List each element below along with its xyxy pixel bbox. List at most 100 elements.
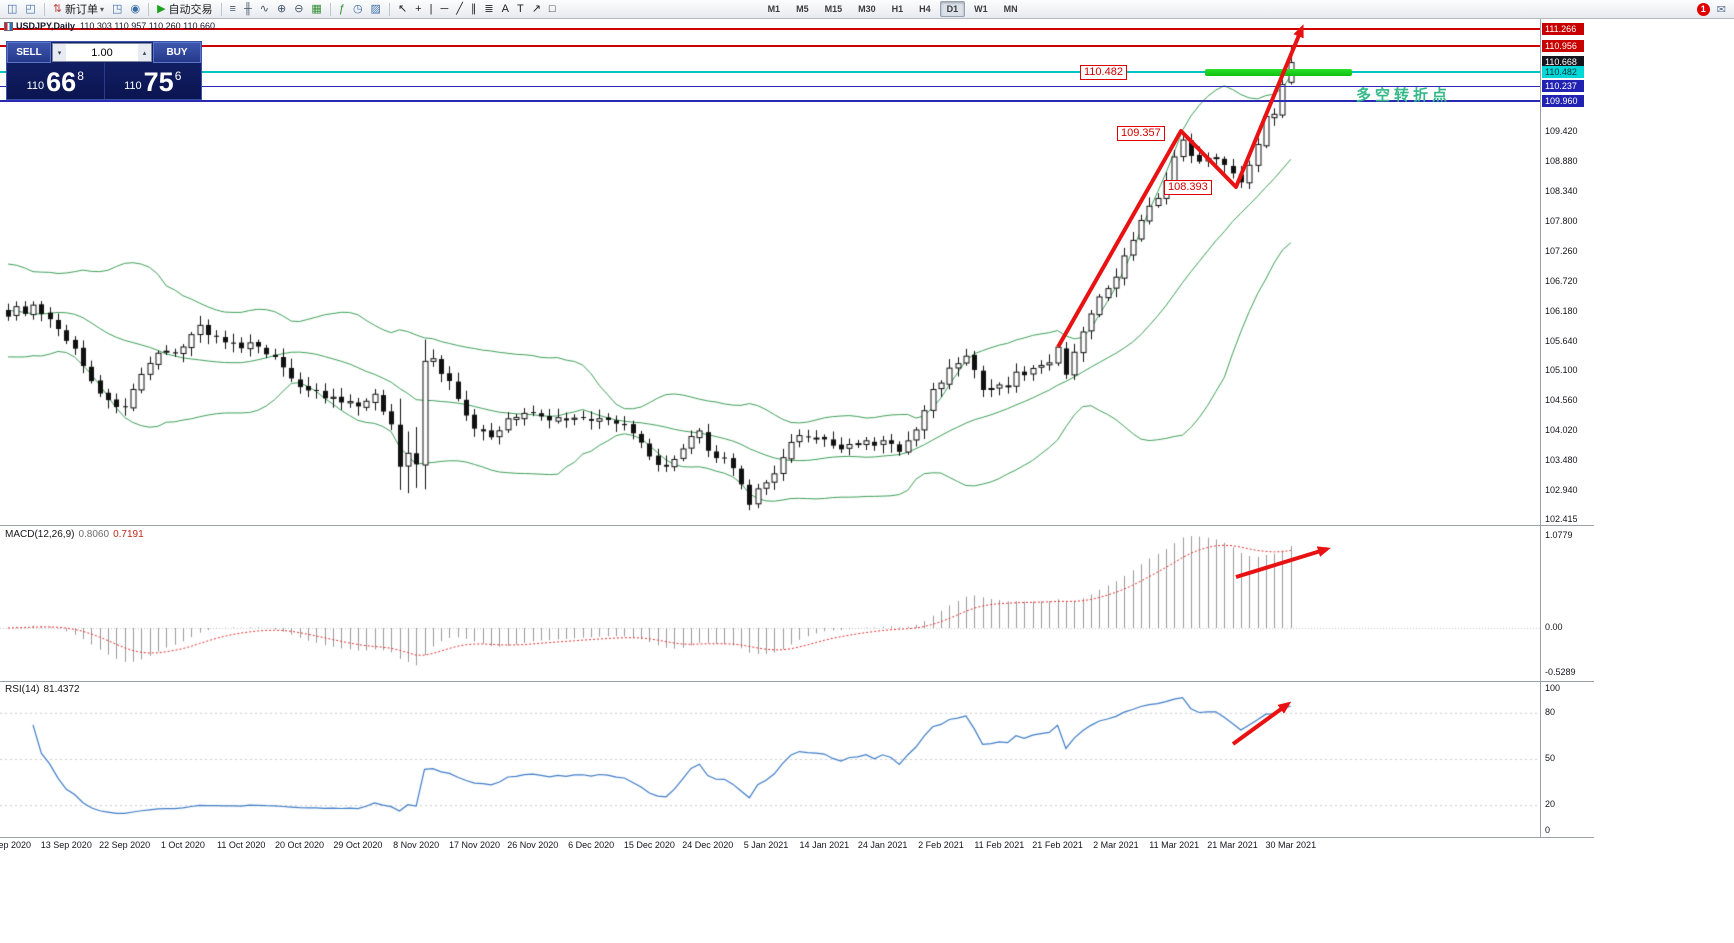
cursor-icon[interactable]: ↖ (395, 1, 410, 17)
sell-button[interactable]: SELL (7, 42, 51, 63)
date-label: 29 Oct 2020 (333, 840, 383, 850)
rsi-label: RSI(14) 81.4372 (5, 684, 80, 695)
date-label: 30 Mar 2021 (1265, 840, 1317, 850)
macd-label: MACD(12,26,9) 0.8060 0.7191 (5, 529, 144, 540)
text-icon[interactable]: A (499, 1, 512, 17)
zoom-in-icon[interactable]: ⊕ (274, 1, 289, 17)
vertical-line-icon[interactable]: | (427, 1, 436, 17)
timeframe-m5-button[interactable]: M5 (796, 4, 809, 14)
timeframe-d1-button[interactable]: D1 (939, 1, 966, 17)
support-zone-highlight[interactable] (1205, 69, 1352, 76)
panel-separator[interactable] (0, 525, 1594, 526)
auto-trading-icon: ▶ (157, 2, 166, 15)
mql5-community-icon[interactable]: ◉ (127, 1, 143, 17)
timeframe-m1-button[interactable]: M1 (767, 4, 781, 14)
shapes-icon[interactable]: □ (546, 1, 559, 17)
price-tick: 104.560 (1545, 395, 1578, 406)
news-icon[interactable]: ✉ (1716, 3, 1726, 16)
vertical-line-icon-glyph: | (429, 2, 433, 15)
horizontal-line-icon[interactable]: ─ (437, 1, 451, 17)
auto-trading-button[interactable]: ▶ 自动交易 (154, 1, 215, 17)
rsi-value: 81.4372 (43, 684, 80, 695)
timeframe-h4-button[interactable]: H4 (919, 4, 931, 14)
bid-price-big: 66 (46, 67, 77, 97)
level-line-110.482[interactable] (0, 71, 1540, 74)
label-icon-glyph: T (516, 2, 524, 15)
bid-price[interactable]: 110 66 8 (7, 63, 104, 99)
indicators-icon-glyph: ƒ (338, 2, 345, 15)
date-label: 22 Sep 2020 (99, 840, 151, 850)
price-flag-110.482[interactable]: 110.482 (1080, 65, 1127, 80)
chart-symbol: USDJPY,Daily (16, 21, 76, 31)
chart-title-icon (4, 21, 13, 31)
macd-name: MACD(12,26,9) (5, 529, 75, 540)
macd-signal-value: 0.7191 (113, 529, 144, 540)
toolbar-separator (43, 2, 45, 16)
trendline-icon[interactable]: ╱ (453, 1, 466, 17)
price-marker-110.956: 110.956 (1542, 40, 1584, 53)
rsi-tick: 80 (1545, 707, 1556, 717)
timeframe-m15-button[interactable]: M15 (824, 4, 843, 14)
bar-chart-icon-glyph: ≡ (229, 2, 236, 15)
new-order-button[interactable]: ⇅ 新订单 ▾ (50, 1, 107, 17)
rsi-tick: 20 (1545, 799, 1556, 809)
tile-windows-icon[interactable]: ▦ (308, 1, 324, 17)
date-label: 13 Sep 2020 (40, 840, 92, 850)
cursor-icon-glyph: ↖ (397, 2, 408, 15)
profiles-icon[interactable]: ◰ (22, 1, 38, 17)
periods-icon[interactable]: ◷ (350, 1, 366, 17)
chart-title: USDJPY,Daily 110.303 110.957 110.260 110… (4, 21, 215, 31)
volume-increase-button[interactable]: ▴ (138, 44, 151, 61)
volume-decrease-button[interactable]: ▾ (53, 44, 66, 61)
fibonacci-icon[interactable]: ≣ (481, 1, 496, 17)
timeframe-w1-button[interactable]: W1 (974, 4, 988, 14)
toolbar: ◫ ◰ ⇅ 新订单 ▾ ◳ ◉ ▶ 自动交易 ≡ ╫ ∿ ⊕ ⊖ ▦ ƒ ◷ ▨ ↖ + | ─ ╱ ∥ ≣ A T ↗ □ M1 M5 M… (0, 0, 1734, 19)
price-tick: 103.480 (1545, 455, 1578, 466)
buy-button[interactable]: BUY (153, 42, 201, 63)
date-label: 26 Nov 2020 (507, 840, 559, 850)
templates-icon[interactable]: ▨ (368, 1, 384, 17)
new-chart-icon[interactable]: ◫ (4, 1, 20, 17)
indicators-icon[interactable]: ƒ (336, 1, 348, 17)
price-flag-108.393[interactable]: 108.393 (1164, 180, 1212, 195)
price-tick: 105.640 (1545, 335, 1578, 346)
ask-price[interactable]: 110 75 6 (103, 63, 202, 99)
shapes-icon-glyph: □ (548, 2, 556, 15)
notification-badge[interactable]: 1 (1696, 2, 1710, 16)
timeframe-h1-button[interactable]: H1 (891, 4, 904, 14)
price-flag-109.357[interactable]: 109.357 (1117, 126, 1165, 141)
candlestick-chart-icon-glyph: ╫ (243, 2, 252, 15)
rsi-tick: 50 (1545, 753, 1556, 763)
zoom-in-icon-glyph: ⊕ (276, 2, 287, 15)
panel-separator[interactable] (0, 681, 1594, 682)
timeframe-m30-button[interactable]: M30 (858, 4, 876, 14)
caret-down-icon: ▾ (100, 4, 105, 14)
timeframe-mn-button[interactable]: MN (1003, 4, 1018, 14)
arrow-tool-icon[interactable]: ↗ (529, 1, 544, 17)
new-order-button-label: 新订单 (65, 4, 99, 16)
label-icon[interactable]: T (514, 1, 527, 17)
crosshair-icon[interactable]: + (412, 1, 424, 17)
level-line-110.237[interactable] (0, 85, 1540, 87)
chart-window-icon[interactable]: ◳ (109, 1, 125, 17)
line-chart-icon[interactable]: ∿ (257, 1, 272, 17)
bar-chart-icon[interactable]: ≡ (227, 1, 239, 17)
price-marker-111.266: 111.266 (1542, 23, 1584, 35)
level-line-110.956[interactable] (0, 45, 1540, 48)
price-tick: 104.020 (1545, 425, 1578, 436)
date-label: 20 Oct 2020 (275, 840, 325, 850)
zoom-out-icon[interactable]: ⊖ (291, 1, 306, 17)
volume-input[interactable] (66, 44, 138, 61)
channel-icon[interactable]: ∥ (468, 1, 480, 17)
chart-ohlc: 110.303 110.957 110.260 110.660 (80, 21, 215, 31)
zoom-out-icon-glyph: ⊖ (294, 2, 304, 15)
level-line-111.266[interactable] (0, 28, 1540, 30)
date-label: 6 Dec 2020 (568, 840, 615, 850)
templates-icon-glyph: ▨ (370, 2, 381, 15)
candlestick-chart-icon[interactable]: ╫ (241, 1, 255, 17)
level-line-109.960[interactable] (0, 100, 1540, 103)
rsi-name: RSI(14) (5, 684, 40, 695)
bid-price-prefix: 110 (26, 80, 45, 92)
